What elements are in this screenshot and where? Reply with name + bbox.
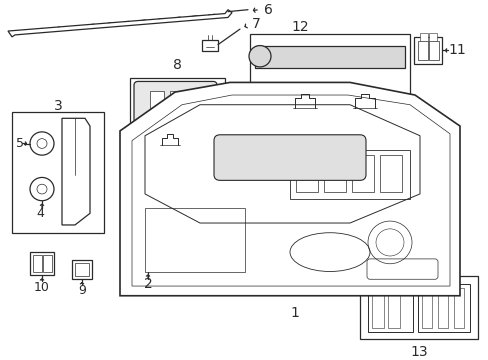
Text: 12: 12 xyxy=(290,20,308,34)
Bar xyxy=(417,41,427,60)
Bar xyxy=(428,41,438,60)
Text: 10: 10 xyxy=(34,281,50,294)
Text: 6: 6 xyxy=(264,3,272,17)
Circle shape xyxy=(142,255,153,265)
Bar xyxy=(324,155,346,192)
Polygon shape xyxy=(62,118,90,225)
Bar xyxy=(379,155,401,192)
Circle shape xyxy=(37,139,47,148)
Text: 13: 13 xyxy=(409,345,427,359)
Bar xyxy=(30,252,54,275)
Bar xyxy=(43,255,52,273)
Text: 5: 5 xyxy=(16,137,24,150)
Polygon shape xyxy=(120,82,459,296)
Bar xyxy=(202,40,218,51)
Bar xyxy=(367,284,412,332)
FancyBboxPatch shape xyxy=(366,259,437,279)
Bar xyxy=(75,263,89,276)
Bar xyxy=(371,288,383,328)
Bar xyxy=(145,208,244,271)
Polygon shape xyxy=(254,46,404,68)
Bar xyxy=(453,288,463,328)
Bar xyxy=(249,34,409,121)
Text: 11: 11 xyxy=(447,44,465,58)
Bar xyxy=(33,255,42,273)
Text: 3: 3 xyxy=(54,99,62,113)
Bar xyxy=(417,284,469,332)
Text: 7: 7 xyxy=(251,17,260,31)
Circle shape xyxy=(30,177,54,201)
Bar xyxy=(289,150,409,199)
FancyBboxPatch shape xyxy=(214,135,365,180)
Bar xyxy=(387,288,399,328)
Bar xyxy=(351,155,373,192)
Bar xyxy=(359,276,477,339)
Text: 1: 1 xyxy=(290,306,299,320)
Text: 8: 8 xyxy=(173,58,182,72)
Text: 4: 4 xyxy=(36,207,44,220)
Bar xyxy=(428,33,436,41)
Bar xyxy=(437,288,447,328)
FancyBboxPatch shape xyxy=(134,81,217,123)
Bar xyxy=(72,260,92,279)
Polygon shape xyxy=(8,10,231,37)
Circle shape xyxy=(37,184,47,194)
Text: 9: 9 xyxy=(78,284,86,297)
Bar xyxy=(130,77,224,155)
Bar xyxy=(170,91,183,112)
Bar xyxy=(295,155,317,192)
Circle shape xyxy=(30,132,54,155)
Bar xyxy=(413,37,441,64)
Bar xyxy=(187,91,202,112)
Text: 2: 2 xyxy=(143,277,152,291)
Bar xyxy=(421,288,431,328)
Circle shape xyxy=(248,46,270,67)
Bar xyxy=(150,91,163,112)
Circle shape xyxy=(136,248,160,271)
Bar xyxy=(12,112,104,233)
Bar xyxy=(419,33,427,41)
